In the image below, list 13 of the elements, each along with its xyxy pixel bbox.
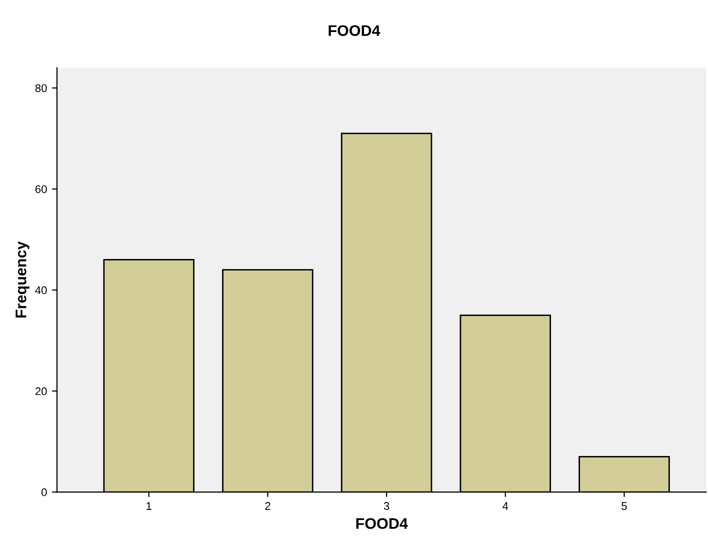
x-tick-label: 2: [265, 502, 270, 510]
y-tick-label: 0: [42, 488, 47, 496]
y-tick-label: 60: [35, 185, 47, 194]
y-tick-label: 40: [35, 286, 47, 294]
x-tick-label: 4: [502, 502, 508, 510]
x-axis-title: FOOD4: [356, 518, 408, 529]
chart-title: FOOD4: [328, 25, 380, 36]
x-tick-label: 3: [384, 502, 390, 510]
y-axis-title: Frequency: [16, 241, 30, 318]
x-tick-label: 5: [622, 502, 627, 510]
y-tick-label: 20: [35, 387, 47, 396]
x-tick-label: 1: [146, 502, 152, 510]
y-tick-label: 80: [35, 84, 47, 92]
